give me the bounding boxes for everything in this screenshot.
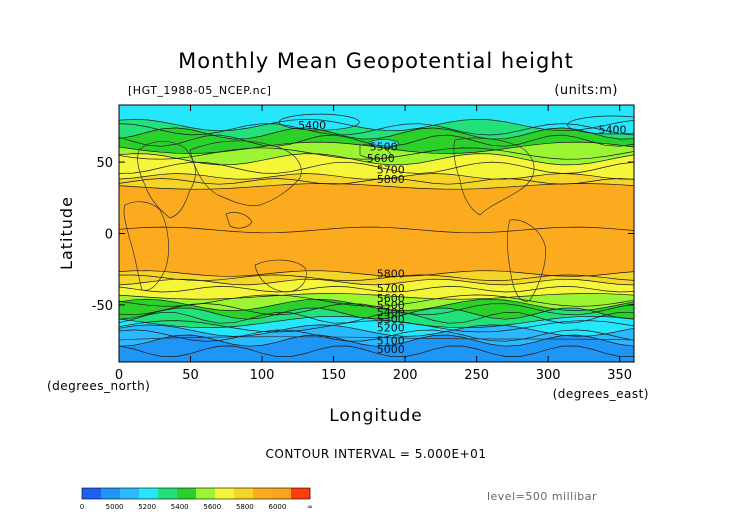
contour-band <box>119 183 634 277</box>
y-tick-label: 50 <box>96 156 113 171</box>
x-tick-label: 300 <box>536 368 561 383</box>
colorbar-label: 5400 <box>171 503 189 511</box>
y-tick-label: -50 <box>92 299 113 314</box>
contour-label: 5700 <box>377 163 405 176</box>
contour-label: 5600 <box>367 152 395 165</box>
contour-line <box>119 127 634 140</box>
contour-label: 5700 <box>377 282 405 295</box>
colorbar-swatch <box>272 488 292 499</box>
contour-band <box>119 299 634 320</box>
colorbar-label: 5600 <box>203 503 221 511</box>
colorbar-label: 5800 <box>236 503 254 511</box>
chart-title: Monthly Mean Geopotential height <box>178 49 574 73</box>
colorbar-swatch <box>234 488 254 499</box>
contour-line <box>119 270 634 277</box>
contour-line <box>119 329 634 342</box>
colorbar-swatch <box>196 488 216 499</box>
contour-line <box>119 303 634 316</box>
contour-line <box>119 161 634 174</box>
contour-line <box>119 183 634 190</box>
colorbar-swatch <box>291 488 311 499</box>
x-axis-label: Longitude <box>329 406 423 426</box>
contour-band <box>119 279 634 300</box>
contour-label: 5200 <box>377 322 405 335</box>
x-tick-label: 200 <box>393 368 418 383</box>
colorbar-swatch <box>253 488 273 499</box>
contour-label: 5400 <box>377 306 405 319</box>
colorbar-label: 6000 <box>269 503 287 511</box>
contour-line <box>119 226 634 234</box>
contour-line <box>119 286 634 293</box>
contour-line <box>119 311 634 324</box>
x-tick-label: 0 <box>115 368 123 383</box>
contour-band <box>119 308 634 328</box>
contour-band <box>119 173 634 190</box>
contour-line <box>119 141 634 154</box>
contour-label: 5600 <box>377 292 405 305</box>
colorbar-swatch <box>82 488 102 499</box>
y-tick-label: 0 <box>105 228 113 243</box>
x-tick-label: 250 <box>464 368 489 383</box>
contour-line <box>119 320 634 333</box>
colorbar-swatch <box>101 488 121 499</box>
colorbar-swatch <box>158 488 178 499</box>
contour-label: 5800 <box>377 173 405 186</box>
x-tick-label: 150 <box>321 368 346 383</box>
axes: 0 50 100 150 200 250 300 350 50 0 -50 <box>92 105 634 383</box>
plot-area: 5400 540055005600570058005800570056005500… <box>118 104 635 363</box>
contour-line <box>119 298 634 311</box>
coastline-outlines <box>119 137 634 341</box>
contour-line <box>119 345 634 357</box>
colorbar-swatch <box>120 488 140 499</box>
contour-line <box>119 123 634 136</box>
contour-label: 5300 <box>377 313 405 326</box>
colorbar-label: 0 <box>80 503 84 511</box>
contour-line <box>119 278 634 286</box>
contour-band <box>119 270 634 285</box>
colorbar-swatch <box>177 488 197 499</box>
colorbar-label: ∞ <box>307 503 313 511</box>
contour-band <box>119 119 634 140</box>
y-unit-label: (degrees_north) <box>47 379 150 393</box>
contour-band <box>119 335 634 362</box>
contour-label: 5800 <box>377 267 405 280</box>
contour-band <box>119 142 634 165</box>
colorbar-swatch <box>215 488 235 499</box>
contour-line <box>119 274 634 281</box>
x-tick-label: 50 <box>182 368 199 383</box>
contour-labels: 5400 540055005600570058005800570056005500… <box>298 119 626 356</box>
x-unit-label: (degrees_east) <box>553 387 649 401</box>
colorbar-label: 5200 <box>138 503 156 511</box>
contour-label: 5500 <box>377 299 405 312</box>
x-tick-label: 350 <box>607 368 632 383</box>
contour-interval-text: CONTOUR INTERVAL = 5.000E+01 <box>266 447 487 461</box>
contour-label: 5500 <box>370 140 398 153</box>
level-text: level=500 millibar <box>487 490 597 503</box>
units-label: (units:m) <box>554 83 618 98</box>
contour-line <box>119 153 634 166</box>
low-centre <box>567 115 634 135</box>
contour-label: 5100 <box>377 335 405 348</box>
contour-line <box>119 315 634 329</box>
contour-band <box>119 316 634 337</box>
contour-label: 5400 <box>599 123 627 136</box>
contour-band <box>119 105 634 131</box>
file-label: [HGT_1988-05_NCEP.nc] <box>128 84 271 97</box>
colorbar-label: 5000 <box>106 503 124 511</box>
contour-line <box>119 293 634 300</box>
colorbar-frame <box>81 487 311 500</box>
colorbar: 0 5000 5200 5400 5600 5800 6000 ∞ <box>80 487 313 511</box>
colorbar-swatch <box>139 488 159 499</box>
contour-label: 5000 <box>377 343 405 356</box>
contour-label: 5400 <box>298 119 326 132</box>
y-axis-label: Latitude <box>57 196 76 270</box>
x-tick-label: 100 <box>250 368 275 383</box>
